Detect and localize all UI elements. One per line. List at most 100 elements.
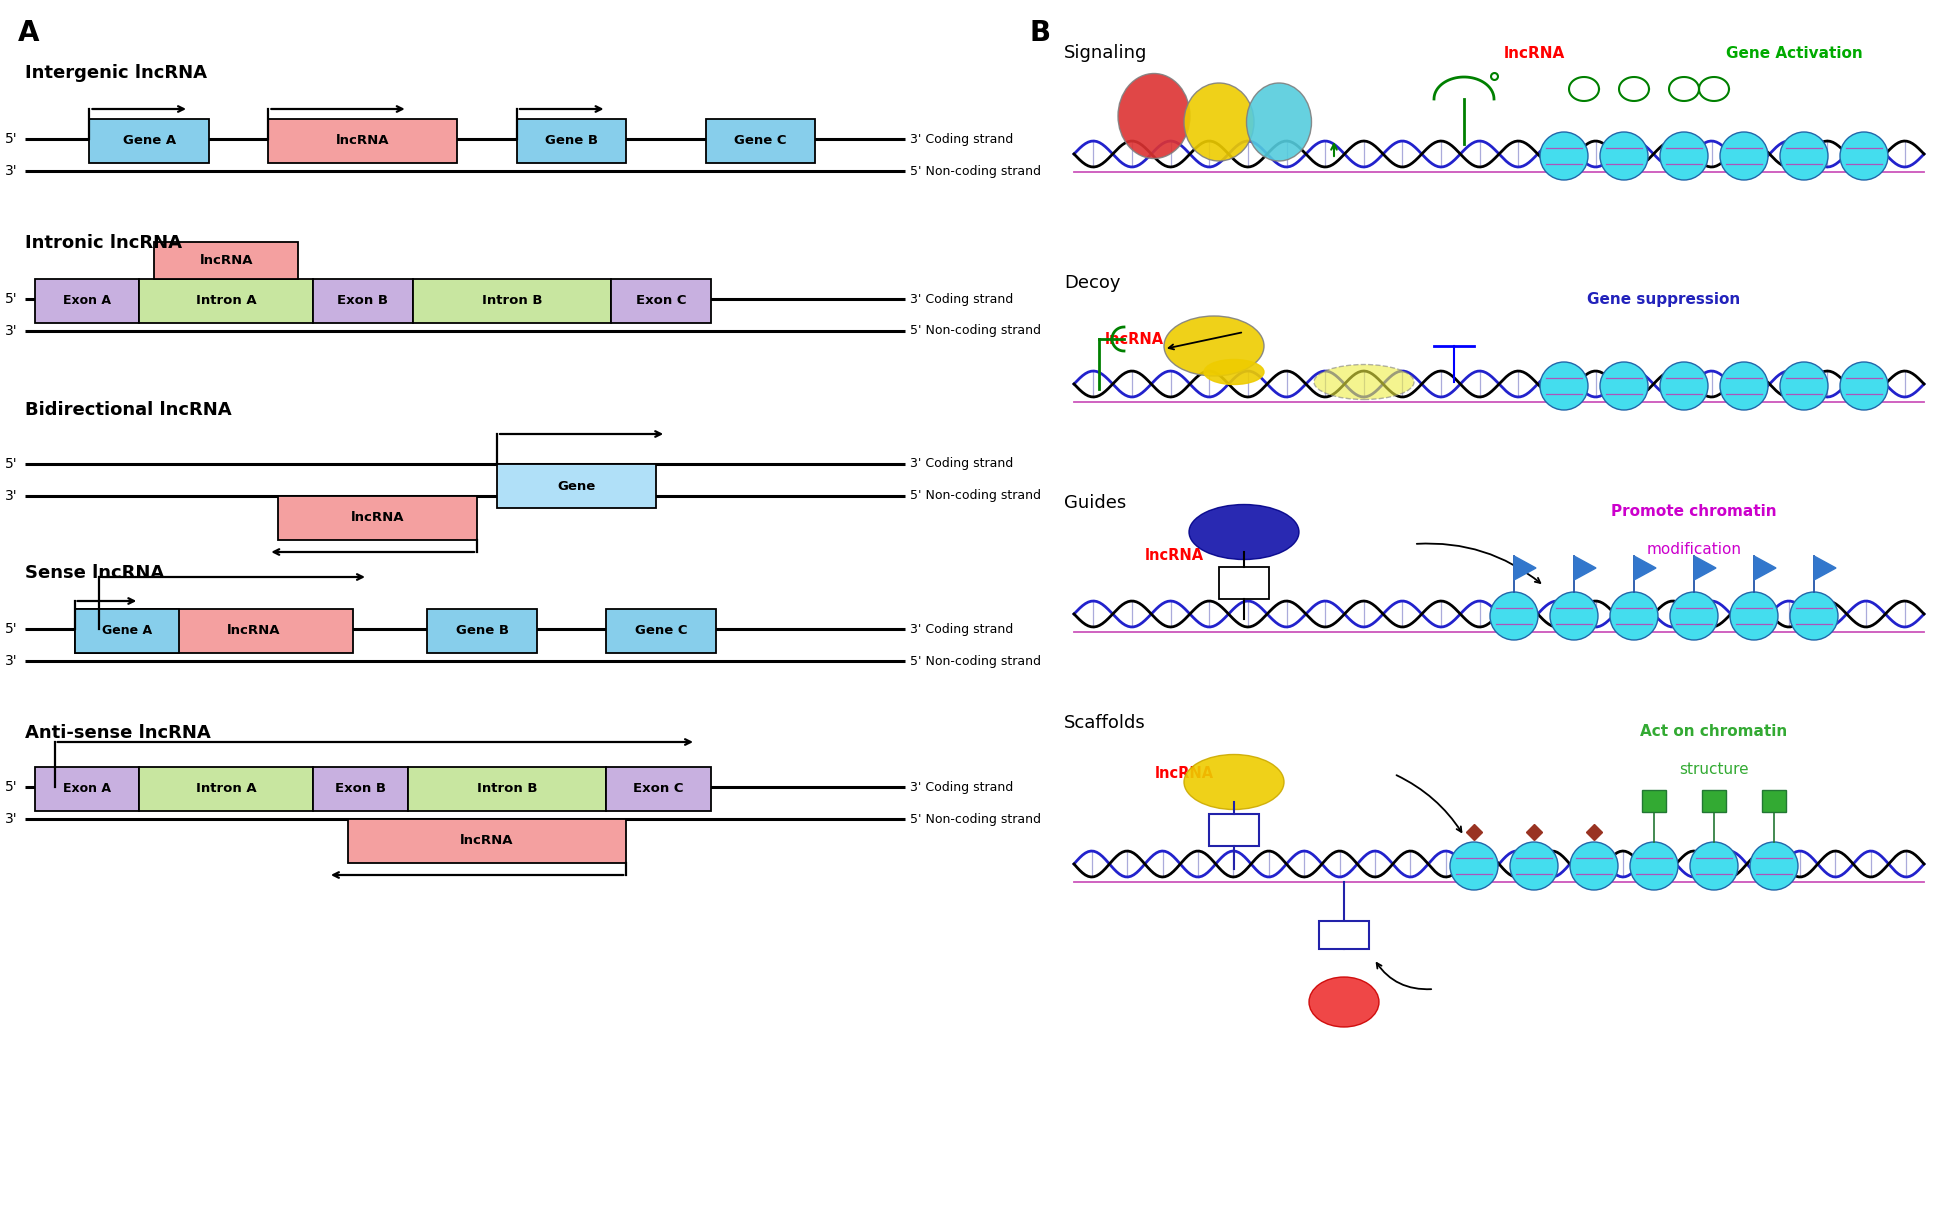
Text: 5' Non-coding strand: 5' Non-coding strand <box>909 655 1041 668</box>
FancyBboxPatch shape <box>427 610 536 653</box>
FancyBboxPatch shape <box>138 279 314 323</box>
Text: lncRNA: lncRNA <box>1154 767 1213 781</box>
Text: 5': 5' <box>6 457 18 471</box>
Circle shape <box>1691 842 1737 890</box>
FancyBboxPatch shape <box>74 610 179 653</box>
Text: lncRNA: lncRNA <box>1104 332 1164 346</box>
Text: Intergenic lncRNA: Intergenic lncRNA <box>25 65 207 82</box>
Text: Scaffolds: Scaffolds <box>1065 714 1147 731</box>
Circle shape <box>1630 842 1679 890</box>
Text: 5' Non-coding strand: 5' Non-coding strand <box>909 324 1041 338</box>
Text: structure: structure <box>1679 762 1749 777</box>
Circle shape <box>1509 842 1558 890</box>
FancyBboxPatch shape <box>606 767 712 811</box>
FancyBboxPatch shape <box>154 243 298 279</box>
Polygon shape <box>1814 556 1837 580</box>
Text: Gene B: Gene B <box>546 134 599 147</box>
Text: lncRNA: lncRNA <box>226 624 281 638</box>
Circle shape <box>1659 362 1708 410</box>
FancyBboxPatch shape <box>138 767 314 811</box>
FancyBboxPatch shape <box>90 119 209 163</box>
Text: 5' Non-coding strand: 5' Non-coding strand <box>909 165 1041 178</box>
Text: 3' Coding strand: 3' Coding strand <box>909 133 1012 145</box>
Text: 3': 3' <box>6 489 18 503</box>
Text: 3': 3' <box>6 165 18 178</box>
Text: Gene A: Gene A <box>123 134 176 147</box>
Text: Decoy: Decoy <box>1065 274 1121 293</box>
FancyBboxPatch shape <box>408 767 606 811</box>
Text: Exon A: Exon A <box>62 783 111 796</box>
FancyBboxPatch shape <box>35 767 138 811</box>
Circle shape <box>1601 362 1648 410</box>
Text: Sense lncRNA: Sense lncRNA <box>25 564 164 581</box>
FancyBboxPatch shape <box>269 119 458 163</box>
Ellipse shape <box>1117 73 1190 158</box>
FancyBboxPatch shape <box>1642 790 1665 812</box>
Text: Gene C: Gene C <box>636 624 686 638</box>
Circle shape <box>1601 132 1648 180</box>
Text: lncRNA: lncRNA <box>351 512 404 524</box>
Text: Promote chromatin: Promote chromatin <box>1611 505 1776 519</box>
Text: lncRNA: lncRNA <box>1503 46 1564 61</box>
Circle shape <box>1540 362 1587 410</box>
Polygon shape <box>1695 556 1716 580</box>
FancyBboxPatch shape <box>347 819 626 863</box>
Text: lncRNA: lncRNA <box>1145 549 1203 563</box>
Polygon shape <box>1753 556 1776 580</box>
Text: lncRNA: lncRNA <box>199 254 254 267</box>
Text: B: B <box>1030 20 1051 48</box>
Text: Exon B: Exon B <box>337 295 388 307</box>
FancyBboxPatch shape <box>35 279 138 323</box>
Text: 3' Coding strand: 3' Coding strand <box>909 780 1012 794</box>
Circle shape <box>1780 362 1827 410</box>
Text: 5' Non-coding strand: 5' Non-coding strand <box>909 813 1041 825</box>
Text: Bidirectional lncRNA: Bidirectional lncRNA <box>25 401 232 419</box>
Circle shape <box>1451 842 1498 890</box>
Circle shape <box>1780 132 1827 180</box>
Polygon shape <box>1574 556 1595 580</box>
Text: 3': 3' <box>6 324 18 338</box>
Text: Exon A: Exon A <box>62 295 111 307</box>
FancyBboxPatch shape <box>1219 567 1269 599</box>
FancyBboxPatch shape <box>706 119 815 163</box>
Circle shape <box>1659 132 1708 180</box>
Ellipse shape <box>1246 83 1312 161</box>
Circle shape <box>1841 362 1888 410</box>
Ellipse shape <box>1314 364 1414 400</box>
FancyBboxPatch shape <box>497 464 655 508</box>
Text: 3' Coding strand: 3' Coding strand <box>909 293 1012 306</box>
Text: Anti-sense lncRNA: Anti-sense lncRNA <box>25 724 211 742</box>
FancyBboxPatch shape <box>74 610 353 653</box>
FancyBboxPatch shape <box>314 767 408 811</box>
Circle shape <box>1611 592 1657 640</box>
FancyBboxPatch shape <box>612 279 712 323</box>
Circle shape <box>1490 592 1539 640</box>
Ellipse shape <box>1164 316 1264 375</box>
Text: Intronic lncRNA: Intronic lncRNA <box>25 234 181 252</box>
Text: Intron A: Intron A <box>195 295 257 307</box>
Text: Gene suppression: Gene suppression <box>1587 291 1741 306</box>
Text: Act on chromatin: Act on chromatin <box>1640 724 1788 740</box>
Text: Signaling: Signaling <box>1065 44 1147 62</box>
Text: A: A <box>18 20 39 48</box>
Text: 3' Coding strand: 3' Coding strand <box>909 457 1012 471</box>
Text: 3' Coding strand: 3' Coding strand <box>909 623 1012 635</box>
Text: Intron B: Intron B <box>482 295 542 307</box>
Circle shape <box>1720 132 1769 180</box>
Circle shape <box>1720 362 1769 410</box>
Text: lncRNA: lncRNA <box>335 134 390 147</box>
Circle shape <box>1790 592 1839 640</box>
Circle shape <box>1841 132 1888 180</box>
FancyBboxPatch shape <box>413 279 612 323</box>
Text: Gene: Gene <box>558 479 595 492</box>
Circle shape <box>1730 592 1778 640</box>
Polygon shape <box>1634 556 1656 580</box>
Text: Exon C: Exon C <box>634 783 684 796</box>
Ellipse shape <box>1190 505 1299 560</box>
Polygon shape <box>1513 556 1537 580</box>
FancyBboxPatch shape <box>1318 922 1369 950</box>
Text: Gene B: Gene B <box>456 624 509 638</box>
Text: modification: modification <box>1646 541 1741 557</box>
Ellipse shape <box>1308 976 1379 1026</box>
Text: 3': 3' <box>6 655 18 668</box>
